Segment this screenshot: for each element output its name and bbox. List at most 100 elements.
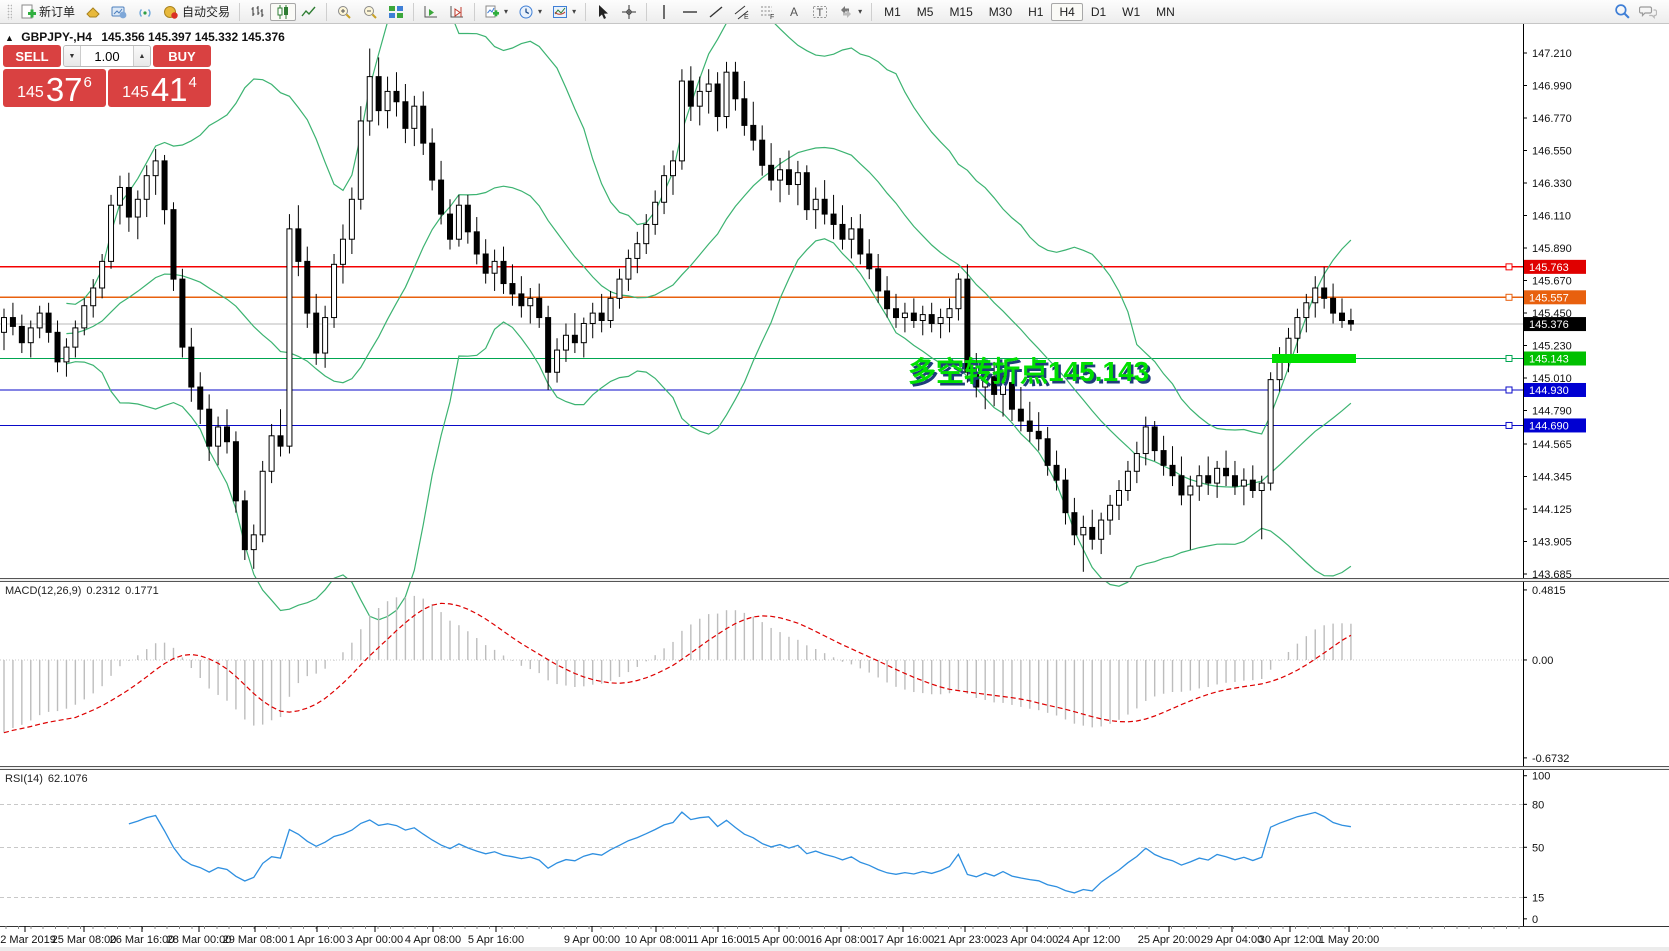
timeframe-h4[interactable]: H4 bbox=[1051, 2, 1083, 21]
svg-text:146.990: 146.990 bbox=[1532, 80, 1572, 92]
macd-label-row: MACD(12,26,9) 0.2312 0.1771 bbox=[5, 585, 164, 597]
timeframe-m15[interactable]: M15 bbox=[941, 3, 980, 21]
svg-text:146.110: 146.110 bbox=[1532, 211, 1571, 223]
autotrading-button[interactable]: 自动交易 bbox=[158, 3, 235, 21]
chart-shift-icon bbox=[450, 5, 464, 17]
zoom-out-button[interactable] bbox=[357, 3, 383, 21]
svg-text:50: 50 bbox=[1532, 842, 1544, 854]
bar-chart-button[interactable] bbox=[244, 3, 270, 21]
depth-icon bbox=[86, 6, 100, 17]
sell-price-prefix: 145 bbox=[17, 84, 44, 101]
buy-button[interactable]: BUY bbox=[153, 45, 211, 67]
channel-icon: E bbox=[734, 5, 749, 20]
rsi-value: 62.1076 bbox=[47, 773, 88, 785]
svg-text:0.00: 0.00 bbox=[1532, 655, 1553, 667]
buy-price-sup: 4 bbox=[188, 74, 197, 91]
svg-text:4 Apr 08:00: 4 Apr 08:00 bbox=[405, 934, 461, 946]
auto-scroll-button[interactable] bbox=[418, 3, 444, 21]
timeframe-label: M1 bbox=[884, 4, 901, 19]
timeframe-w1[interactable]: W1 bbox=[1114, 3, 1148, 21]
chevron-down-icon: ▾ bbox=[858, 7, 863, 16]
trendline-button[interactable] bbox=[703, 3, 729, 21]
buy-price-display[interactable]: 145 41 4 bbox=[108, 69, 211, 107]
volume-stepper: ▼ 1.00 ▲ bbox=[63, 45, 151, 67]
volume-increase-button[interactable]: ▲ bbox=[133, 46, 150, 66]
timeframe-d1[interactable]: D1 bbox=[1083, 3, 1114, 21]
svg-text:146.330: 146.330 bbox=[1532, 178, 1572, 190]
chart-canvas[interactable]: 多空转折点145.143多空转折点145.143147.210146.99014… bbox=[0, 24, 1669, 951]
collapse-icon[interactable]: ▲ bbox=[5, 33, 14, 43]
svg-text:15 Apr 00:00: 15 Apr 00:00 bbox=[748, 934, 810, 946]
zoom-out-icon bbox=[364, 5, 377, 19]
equidistant-channel-button[interactable]: E bbox=[729, 3, 755, 21]
svg-text:24 Apr 12:00: 24 Apr 12:00 bbox=[1058, 934, 1120, 946]
timeframe-h1[interactable]: H1 bbox=[1020, 3, 1051, 21]
template-icon bbox=[553, 5, 568, 18]
timeframe-mn[interactable]: MN bbox=[1148, 3, 1183, 21]
new-order-button[interactable]: 新订单 bbox=[15, 3, 80, 21]
fibonacci-icon: F bbox=[761, 6, 774, 20]
vertical-line-button[interactable] bbox=[651, 3, 677, 21]
periods-button[interactable]: ▾ bbox=[513, 3, 547, 21]
chat-icon[interactable] bbox=[1639, 4, 1657, 20]
line-chart-icon bbox=[301, 6, 316, 16]
arrows-icon bbox=[841, 5, 852, 18]
svg-text:144.930: 144.930 bbox=[1529, 385, 1569, 397]
crosshair-button[interactable] bbox=[616, 3, 642, 21]
indicators-button[interactable]: ▾ bbox=[479, 3, 513, 21]
timeframe-m30[interactable]: M30 bbox=[981, 3, 1020, 21]
svg-text:144.345: 144.345 bbox=[1532, 471, 1572, 483]
toolbar-separator bbox=[326, 2, 328, 21]
publish-chart-button[interactable] bbox=[106, 3, 132, 21]
line-chart-button[interactable] bbox=[296, 3, 322, 21]
sell-price-display[interactable]: 145 37 6 bbox=[3, 69, 106, 107]
symbol-quotes: 145.356 145.397 145.332 145.376 bbox=[101, 30, 285, 44]
templates-button[interactable]: ▾ bbox=[547, 3, 581, 21]
signals-button[interactable] bbox=[132, 3, 158, 21]
candle-chart-button[interactable] bbox=[270, 2, 297, 21]
toolbar-grip[interactable] bbox=[7, 3, 12, 20]
svg-text:25 Apr 20:00: 25 Apr 20:00 bbox=[1138, 934, 1200, 946]
fibonacci-button[interactable]: F bbox=[755, 3, 781, 21]
svg-text:145.143: 145.143 bbox=[1529, 353, 1569, 365]
sell-button[interactable]: SELL bbox=[3, 45, 61, 67]
svg-text:25 Mar 08:00: 25 Mar 08:00 bbox=[52, 934, 117, 946]
monitor-cloud-icon bbox=[111, 6, 127, 18]
horizontal-line-button[interactable] bbox=[677, 3, 703, 21]
svg-text:A: A bbox=[790, 5, 798, 19]
text-button[interactable]: A bbox=[781, 3, 807, 21]
tile-windows-button[interactable] bbox=[383, 3, 409, 21]
one-click-trading-panel: SELL ▼ 1.00 ▲ BUY 145 37 6 145 41 4 bbox=[3, 45, 211, 107]
chevron-down-icon: ▾ bbox=[538, 7, 543, 16]
zoom-in-button[interactable] bbox=[331, 3, 357, 21]
svg-text:145.230: 145.230 bbox=[1532, 341, 1572, 353]
new-order-icon bbox=[21, 4, 36, 18]
shapes-button[interactable]: ▾ bbox=[833, 3, 867, 21]
cursor-icon bbox=[599, 4, 609, 19]
timeframe-m5[interactable]: M5 bbox=[909, 3, 942, 21]
svg-text:144.790: 144.790 bbox=[1532, 406, 1572, 418]
svg-text:146.550: 146.550 bbox=[1532, 146, 1572, 158]
tile-windows-icon bbox=[389, 5, 404, 18]
toolbar-separator bbox=[239, 2, 241, 21]
svg-text:29 Apr 04:00: 29 Apr 04:00 bbox=[1201, 934, 1263, 946]
volume-input[interactable]: 1.00 bbox=[94, 48, 120, 64]
market-depth-button[interactable] bbox=[80, 3, 106, 21]
svg-text:26 Mar 16:00: 26 Mar 16:00 bbox=[110, 934, 175, 946]
svg-text:147.210: 147.210 bbox=[1532, 48, 1572, 60]
bar-chart-icon bbox=[251, 5, 264, 17]
svg-text:多空转折点145.143: 多空转折点145.143 bbox=[908, 355, 1149, 387]
svg-text:30 Apr 12:00: 30 Apr 12:00 bbox=[1259, 934, 1321, 946]
buy-price-prefix: 145 bbox=[122, 84, 149, 101]
search-icon[interactable] bbox=[1614, 3, 1631, 20]
svg-text:80: 80 bbox=[1532, 799, 1544, 811]
text-label-button[interactable]: T bbox=[807, 3, 833, 21]
timeframe-m1[interactable]: M1 bbox=[876, 3, 909, 21]
svg-text:0.4815: 0.4815 bbox=[1532, 585, 1566, 597]
svg-text:F: F bbox=[770, 14, 774, 20]
symbol-title: GBPJPY-,H4 bbox=[21, 30, 92, 44]
volume-decrease-button[interactable]: ▼ bbox=[64, 46, 81, 66]
chart-shift-button[interactable] bbox=[444, 3, 470, 21]
svg-text:144.565: 144.565 bbox=[1532, 439, 1572, 451]
cursor-button[interactable] bbox=[590, 3, 616, 21]
